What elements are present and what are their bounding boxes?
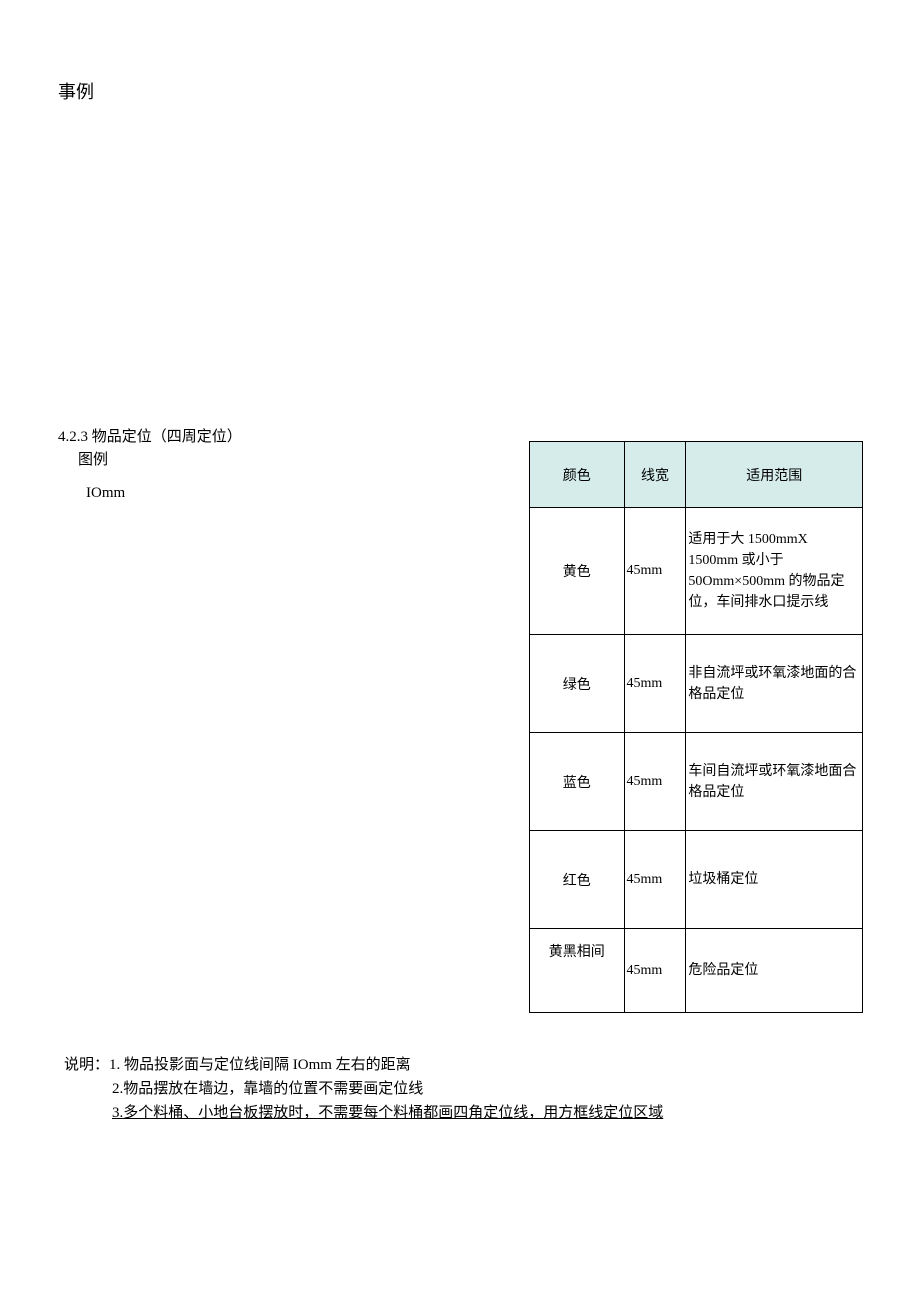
cell-color: 黄黑相间 xyxy=(530,929,625,1013)
cell-width: 45mm xyxy=(624,733,686,831)
table-row: 红色 45mm 垃圾桶定位 xyxy=(530,831,863,929)
cell-width: 45mm xyxy=(624,929,686,1013)
note-line-3: 3.多个料桶、小地台板摆放时，不需要每个料桶都画四角定位线，用方框线定位区域 xyxy=(112,1101,663,1125)
specification-table: 颜色 线宽 适用范围 黄色 45mm 适用于大 1500mmX 1500mm 或… xyxy=(529,441,863,1013)
cell-width: 45mm xyxy=(624,635,686,733)
cell-width: 45mm xyxy=(624,831,686,929)
header-color: 颜色 xyxy=(530,442,625,508)
cell-scope: 非自流坪或环氧漆地面的合格品定位 xyxy=(686,635,863,733)
header-width: 线宽 xyxy=(624,442,686,508)
header-scope: 适用范围 xyxy=(686,442,863,508)
note-line-2: 2.物品摆放在墙边，靠墙的位置不需要画定位线 xyxy=(112,1077,663,1101)
cell-color: 黄色 xyxy=(530,508,625,635)
table-row: 黄黑相间 45mm 危险品定位 xyxy=(530,929,863,1013)
cell-color: 绿色 xyxy=(530,635,625,733)
section-heading: 4.2.3 物品定位（四周定位） xyxy=(58,425,242,446)
iomm-label: IOmm xyxy=(86,485,125,502)
page-title: 事例 xyxy=(58,78,94,104)
note-line-1: 说明：1. 物品投影面与定位线间隔 IOmm 左右的距离 xyxy=(64,1053,663,1077)
table-row: 黄色 45mm 适用于大 1500mmX 1500mm 或小于 50Omm×50… xyxy=(530,508,863,635)
cell-color: 红色 xyxy=(530,831,625,929)
cell-color: 蓝色 xyxy=(530,733,625,831)
cell-scope: 危险品定位 xyxy=(686,929,863,1013)
table-row: 蓝色 45mm 车间自流坪或环氧漆地面合格品定位 xyxy=(530,733,863,831)
cell-width: 45mm xyxy=(624,508,686,635)
table-row: 绿色 45mm 非自流坪或环氧漆地面的合格品定位 xyxy=(530,635,863,733)
cell-scope: 适用于大 1500mmX 1500mm 或小于 50Omm×500mm 的物品定… xyxy=(686,508,863,635)
cell-scope: 垃圾桶定位 xyxy=(686,831,863,929)
subsection-label: 图例 xyxy=(78,448,108,469)
cell-scope: 车间自流坪或环氧漆地面合格品定位 xyxy=(686,733,863,831)
notes-container: 说明：1. 物品投影面与定位线间隔 IOmm 左右的距离 2.物品摆放在墙边，靠… xyxy=(64,1053,663,1125)
table-header-row: 颜色 线宽 适用范围 xyxy=(530,442,863,508)
